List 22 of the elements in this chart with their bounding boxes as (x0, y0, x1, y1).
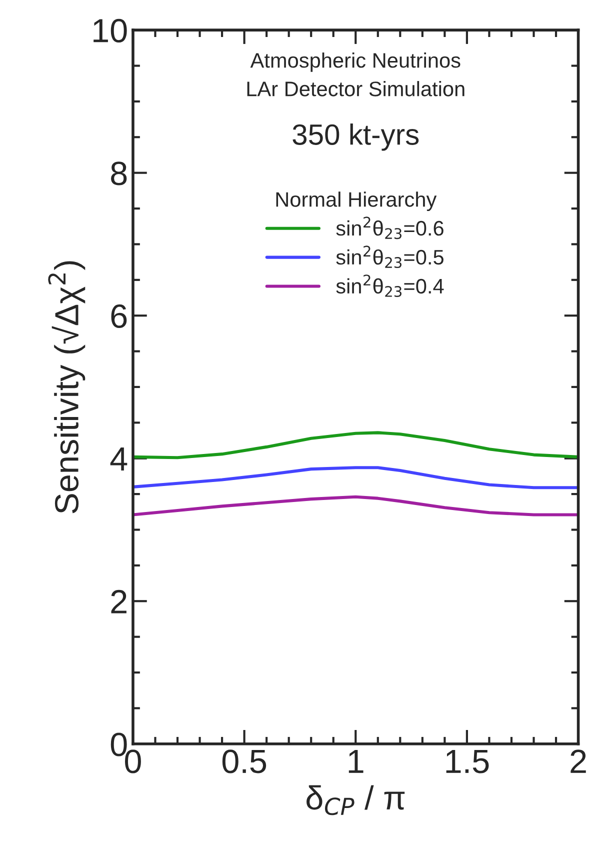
annotation: LAr Detector Simulation (247, 81, 464, 96)
x-tick-label: 1.5 (446, 750, 489, 774)
y-tick-label: 10 (94, 18, 127, 42)
legend-label: sin$^{2}$θ$_{23}$=0.4 (336, 274, 444, 298)
annotation: 350 kt-yrs (292, 124, 419, 151)
y-tick-label: 4 (110, 448, 128, 470)
legend-title: Normal Hierarchy (276, 192, 437, 211)
x-tick-label: 1 (348, 750, 364, 773)
y-tick-label: 0 (110, 732, 127, 756)
x-axis-title: δ$_{CP}$ / π (306, 785, 405, 816)
x-tick-label: 0.5 (222, 750, 266, 774)
line-series (132, 495, 578, 516)
y-tick-label: 8 (111, 162, 127, 186)
y-tick-label: 6 (111, 304, 127, 328)
legend-label: sin$^{2}$θ$_{23}$=0.6 (336, 216, 444, 240)
x-tick-label: 2 (570, 750, 586, 773)
y-axis-title: Sensitivity (√Δχ$^{2}$) (48, 261, 86, 514)
y-tick-label: 2 (111, 590, 126, 614)
annotation: Atmospheric Neutrinos (250, 52, 460, 72)
line-series (132, 466, 578, 490)
line-series (132, 431, 578, 460)
legend-label: sin$^{2}$θ$_{23}$=0.5 (336, 246, 444, 268)
